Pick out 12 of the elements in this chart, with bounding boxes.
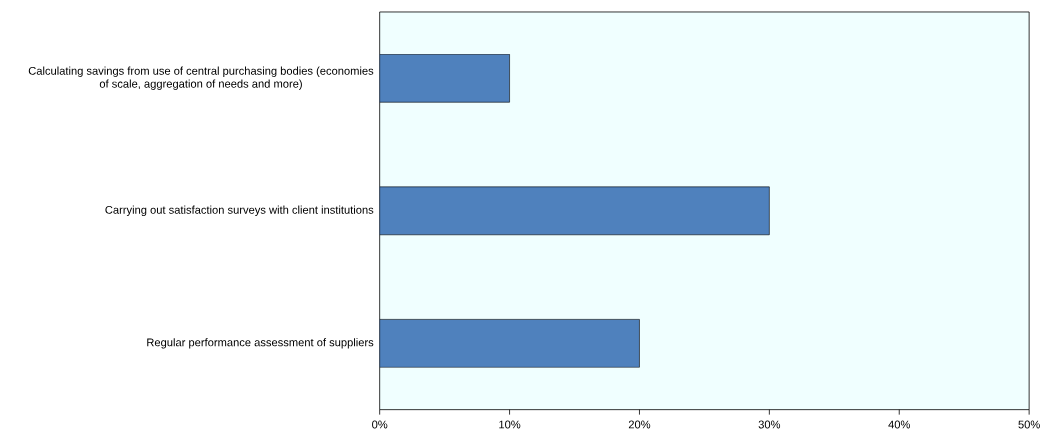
x-tick-label: 20% — [628, 420, 651, 429]
bar — [379, 54, 510, 103]
y-tick-label: Calculating savings from use of central purchasing bodies (economies of scale, aggregation of needs and more) — [28, 66, 374, 91]
x-tick-label: 50% — [1018, 420, 1040, 429]
x-tick-label: 10% — [499, 420, 521, 429]
y-tick-label: Regular performance assessment of suppliers — [147, 338, 374, 349]
x-tick-label: 30% — [758, 420, 781, 429]
bar — [379, 319, 640, 368]
y-tick-label: Carrying out satisfaction surveys with client institutions — [105, 205, 374, 217]
bar — [379, 186, 770, 236]
x-tick-label: 40% — [888, 420, 910, 429]
x-tick-label: 0% — [372, 420, 388, 429]
